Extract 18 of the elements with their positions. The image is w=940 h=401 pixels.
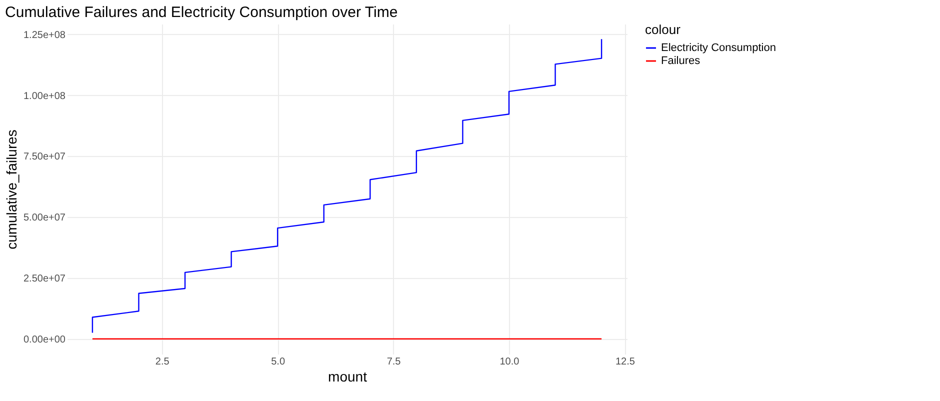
line-series: [92, 38, 602, 334]
legend-label: Failures: [661, 55, 701, 67]
y-axis-title: cumulative_failures: [4, 130, 20, 250]
y-tick-label: 1.00e+08: [24, 90, 66, 102]
x-tick-label: 10.0: [500, 356, 520, 368]
y-tick-label: 2.50e+07: [24, 274, 66, 285]
x-tick-label: 2.5: [155, 356, 170, 368]
chart-title: Cumulative Failures and Electricity Consumption over Time: [5, 4, 398, 21]
y-tick-label: 5.00e+07: [24, 212, 66, 224]
x-axis-title: mount: [328, 368, 368, 384]
x-tick-label: 7.5: [386, 356, 402, 368]
y-tick-label: 7.50e+07: [24, 152, 66, 163]
y-tick-label: 1.25e+08: [24, 30, 66, 41]
y-tick-label: 0.00e+00: [24, 334, 66, 346]
legend-label: Electricity Consumption: [661, 42, 776, 54]
x-tick-label: 12.5: [615, 356, 636, 368]
x-tick-label: 5.0: [271, 356, 286, 368]
legend-title: colour: [645, 22, 682, 37]
